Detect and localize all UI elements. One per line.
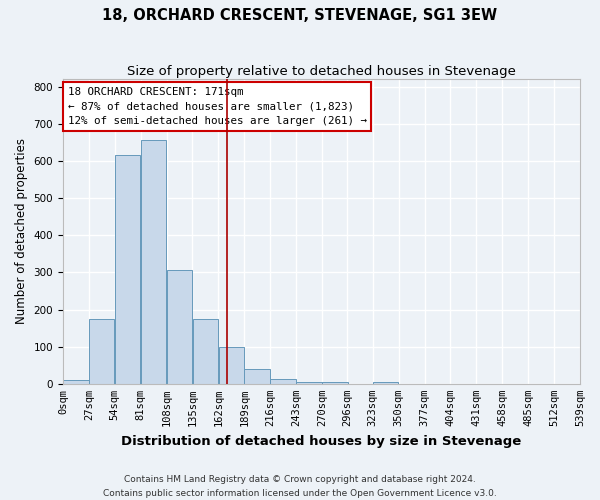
Y-axis label: Number of detached properties: Number of detached properties — [15, 138, 28, 324]
Bar — [89, 319, 115, 384]
Bar — [115, 156, 140, 384]
Bar — [322, 382, 347, 384]
Bar — [244, 369, 270, 384]
Bar — [373, 382, 398, 384]
Bar — [271, 380, 296, 384]
Bar — [167, 270, 192, 384]
Text: 18 ORCHARD CRESCENT: 171sqm
← 87% of detached houses are smaller (1,823)
12% of : 18 ORCHARD CRESCENT: 171sqm ← 87% of det… — [68, 86, 367, 126]
Bar — [218, 346, 244, 384]
Bar — [63, 380, 89, 384]
Bar — [296, 382, 322, 384]
Bar — [141, 140, 166, 384]
Title: Size of property relative to detached houses in Stevenage: Size of property relative to detached ho… — [127, 65, 516, 78]
Text: Contains HM Land Registry data © Crown copyright and database right 2024.
Contai: Contains HM Land Registry data © Crown c… — [103, 476, 497, 498]
X-axis label: Distribution of detached houses by size in Stevenage: Distribution of detached houses by size … — [121, 434, 521, 448]
Bar — [193, 319, 218, 384]
Text: 18, ORCHARD CRESCENT, STEVENAGE, SG1 3EW: 18, ORCHARD CRESCENT, STEVENAGE, SG1 3EW — [103, 8, 497, 22]
